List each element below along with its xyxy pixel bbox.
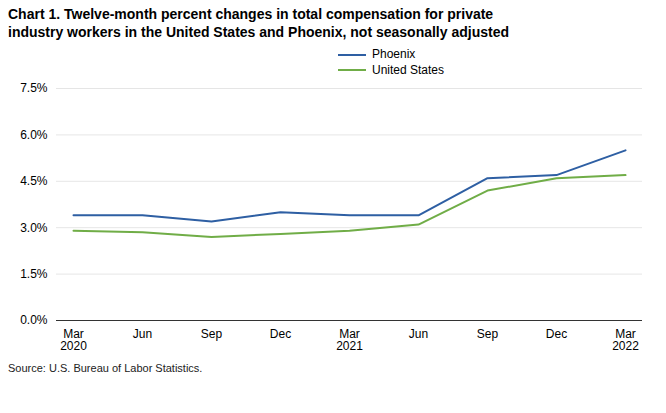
svg-text:4.5%: 4.5% bbox=[20, 174, 48, 188]
html-text:Chart 1. Twelve-month percent: Chart 1. Twelve-month percent changes in… bbox=[8, 6, 509, 40]
svg-text:7.5%: 7.5% bbox=[20, 82, 48, 96]
html-text:United States: United States bbox=[372, 62, 444, 77]
svg-text:Jun: Jun bbox=[409, 327, 428, 341]
svg-text:Dec: Dec bbox=[270, 327, 291, 341]
svg-text:Mar2021: Mar2021 bbox=[336, 327, 363, 353]
svg-text:Sep: Sep bbox=[477, 327, 499, 341]
svg-text:1.5%: 1.5% bbox=[20, 267, 48, 281]
svg-text:Mar2020: Mar2020 bbox=[60, 327, 87, 353]
html-text:Phoenix: Phoenix bbox=[372, 47, 416, 61]
svg-text:Mar2022: Mar2022 bbox=[612, 327, 639, 353]
svg-text:Sep: Sep bbox=[201, 327, 223, 341]
html-text:Source: U.S. Bureau of Labor S: Source: U.S. Bureau of Labor Statistics. bbox=[8, 362, 203, 375]
svg-text:Jun: Jun bbox=[133, 327, 152, 341]
svg-text:Dec: Dec bbox=[546, 327, 567, 341]
svg-text:3.0%: 3.0% bbox=[20, 221, 48, 235]
svg-text:6.0%: 6.0% bbox=[20, 128, 48, 142]
svg-text:0.0%: 0.0% bbox=[20, 314, 48, 328]
